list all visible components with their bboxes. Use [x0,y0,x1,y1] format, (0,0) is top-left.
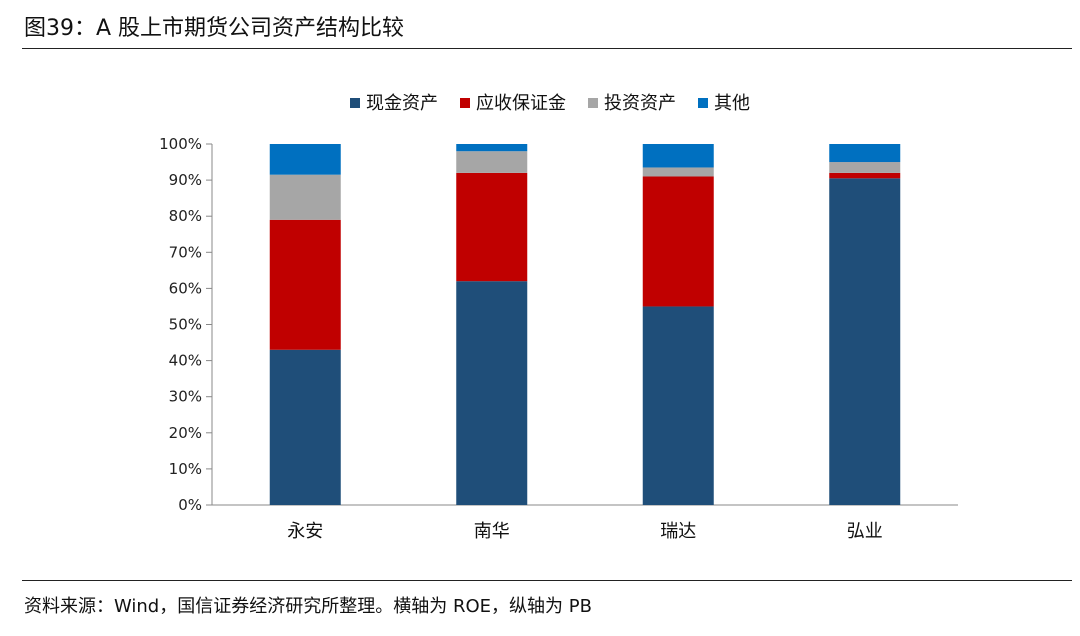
top-rule [22,48,1072,49]
legend-label: 应收保证金 [476,93,566,114]
legend-swatch [350,98,360,108]
legend-label: 投资资产 [604,93,676,114]
y-tick-label: 40% [169,352,202,370]
legend: 现金资产 应收保证金 投资资产 其他 [350,93,750,114]
y-tick-label: 60% [169,279,202,297]
bar-segment [269,144,341,175]
y-tick-label: 10% [169,460,202,478]
bars [269,144,901,506]
bar-segment [829,162,901,173]
y-tick-label: 0% [178,496,202,514]
bar-segment [456,172,528,282]
bar-segment [456,281,528,505]
x-axis: 永安 南华 瑞达 弘业 [212,504,958,542]
x-category-label: 永安 [287,521,323,542]
x-category-label: 南华 [474,521,510,542]
bar-segment [269,219,341,350]
bar-segment [269,174,341,220]
legend-swatch [698,98,708,108]
legend-swatch [460,98,470,108]
y-tick-label: 90% [169,171,202,189]
y-tick-label: 20% [169,424,202,442]
bar-segment [456,144,528,152]
bar-segment [642,144,714,168]
bar-segment [829,178,901,506]
bar-segment [456,151,528,173]
legend-label: 其他 [714,93,750,114]
legend-label: 现金资产 [366,93,438,114]
bar-segment [642,176,714,307]
bar-segment [829,172,901,179]
y-tick-label: 100% [159,135,202,153]
y-axis: 0% 10% 20% 30% 40% 50% 60% 70% 80% 90% 100% [159,135,213,514]
bar-segment [642,167,714,177]
y-tick-label: 50% [169,316,202,334]
y-tick-label: 70% [169,243,202,261]
bottom-rule [22,580,1072,581]
stacked-bar-chart: 现金资产 应收保证金 投资资产 其他 0% 10% 20% 30% 40% 50% 60% 70% 8… [159,93,958,542]
y-tick-label: 30% [169,388,202,406]
bar-segment [829,144,901,163]
x-category-label: 弘业 [847,521,883,542]
bar-segment [269,349,341,505]
x-category-label: 瑞达 [660,521,696,542]
figure-source: 资料来源：Wind，国信证券经济研究所整理。横轴为 ROE，纵轴为 PB [24,596,592,617]
y-tick-label: 80% [169,207,202,225]
bar-segment [642,306,714,505]
figure-title: 图39：A 股上市期货公司资产结构比较 [24,16,405,41]
legend-swatch [588,98,598,108]
